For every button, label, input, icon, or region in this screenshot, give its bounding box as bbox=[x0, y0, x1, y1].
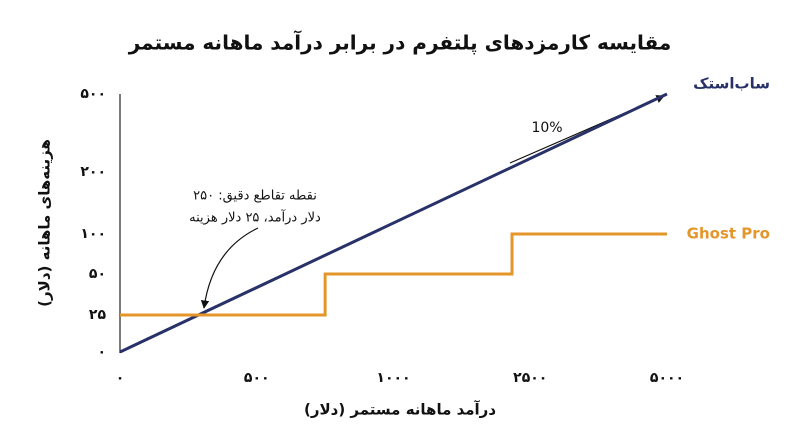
annotation: 10% bbox=[531, 120, 562, 136]
y-tick-label: ۲۵ bbox=[89, 307, 107, 323]
y-tick-label: ۱۰۰ bbox=[80, 226, 106, 242]
y-tick-label: ۰ bbox=[97, 344, 106, 360]
annotation: دلار درآمد، ۲۵ دلار هزینه bbox=[189, 209, 321, 226]
y-tick-label: ۵۰۰ bbox=[80, 86, 106, 102]
y-axis-label: هزینه‌های ماهانه (دلار) bbox=[36, 139, 54, 307]
series-line bbox=[120, 232, 667, 317]
series-line bbox=[119, 92, 668, 354]
y-tick-label: ۲۰۰ bbox=[80, 164, 106, 180]
intersection-arrow bbox=[200, 227, 259, 309]
x-tick-label: ۱۰۰۰ bbox=[376, 370, 410, 386]
legend-label: ساب‌استک bbox=[693, 75, 770, 93]
x-axis-label: درآمد ماهانه مستمر (دلار) bbox=[304, 401, 496, 419]
annotation: نقطه تقاطع دقیق: ۲۵۰ bbox=[193, 189, 317, 204]
x-tick-label: ۵۰۰ bbox=[244, 370, 270, 386]
legend-label: Ghost Pro bbox=[687, 225, 770, 243]
x-tick-label: ۵۰۰۰ bbox=[650, 370, 684, 386]
chart-title: مقایسه کارمزدهای پلتفرم در برابر درآمد م… bbox=[128, 30, 672, 56]
x-tick-label: ۰ bbox=[116, 370, 125, 386]
x-tick-label: ۲۵۰۰ bbox=[513, 370, 547, 386]
y-tick-label: ۵۰ bbox=[89, 266, 106, 282]
